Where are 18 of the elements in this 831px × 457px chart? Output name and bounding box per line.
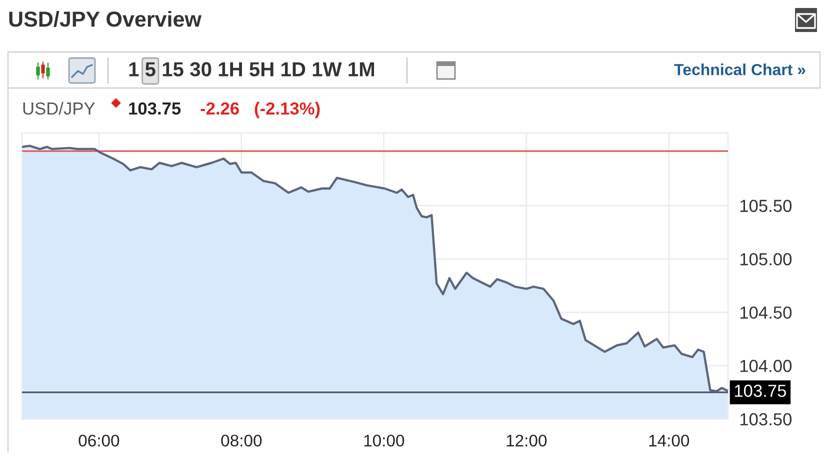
text: 103.75	[129, 102, 181, 115]
y-tick-label: 105.00	[740, 253, 792, 266]
text: (-2.13%)	[254, 102, 320, 118]
x-tick-label: 14:00	[649, 434, 690, 447]
x-tick-label: 10:00	[364, 434, 404, 447]
text: USD/JPY	[23, 102, 95, 115]
text: 1 5 15 30 1H 5H 1D 1W 1M	[129, 62, 374, 76]
text: -2.26	[200, 102, 239, 115]
x-tick-label: 08:00	[221, 434, 262, 447]
x-tick-label: 06:00	[78, 434, 120, 447]
y-tick-label: 104.00	[740, 360, 792, 372]
y-tick-label: 103.50	[740, 413, 792, 426]
text: Technical Chart »	[674, 64, 806, 76]
y-tick-label: 105.50	[740, 200, 792, 212]
y-tick-label: 104.50	[740, 306, 792, 319]
x-tick-label: 12:00	[506, 434, 547, 447]
ref-line-label: 103.75	[734, 384, 786, 397]
chart-title: USD/JPY Overview	[9, 10, 202, 27]
